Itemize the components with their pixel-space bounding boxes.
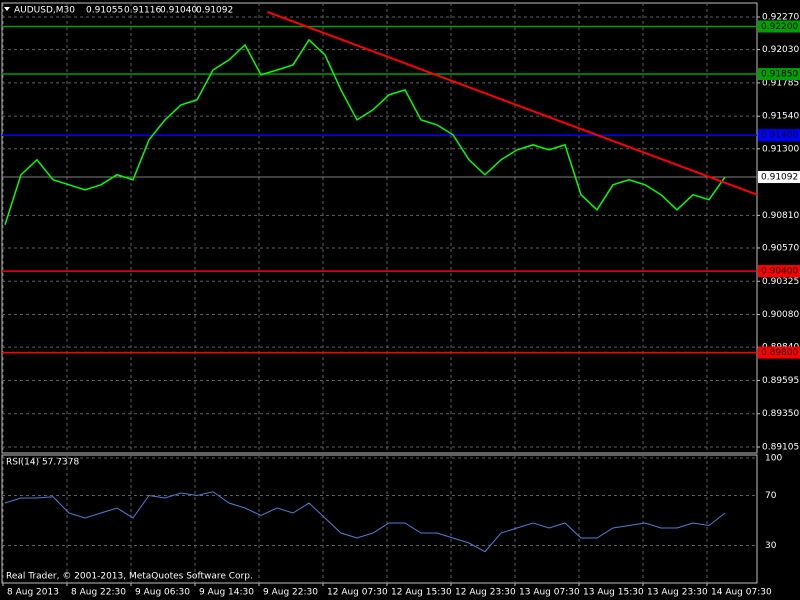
main-panel: [1, 2, 758, 454]
ohlc-close: 0.91092: [196, 6, 233, 16]
ohlc-high: 0.91116: [124, 6, 161, 16]
level-label: 0.91400: [761, 131, 798, 141]
current-price-box: [758, 171, 800, 184]
x-tick-label: 12 Aug 23:30: [455, 588, 516, 598]
x-tick-label: 9 Aug 22:30: [263, 588, 318, 598]
x-tick-label: 13 Aug 15:30: [583, 588, 644, 598]
y-tick-label: 0.90080: [762, 310, 799, 320]
level-label-box: [758, 346, 800, 359]
level-label-box: [758, 129, 800, 142]
level-label: 0.91850: [761, 70, 798, 80]
y-tick-label: 0.89595: [762, 376, 799, 386]
x-tick-label: 9 Aug 14:30: [199, 588, 254, 598]
y-tick-label: 0.89105: [762, 443, 799, 453]
symbol-title: AUDUSD,M30: [14, 6, 75, 16]
y-tick-label: 0.89350: [762, 409, 799, 419]
x-tick-label: 13 Aug 07:30: [519, 588, 580, 598]
level-label: 0.90400: [761, 267, 798, 277]
rsi-tick-label: 70: [765, 491, 777, 501]
y-tick-label: 0.90810: [762, 211, 799, 221]
y-tick-label: 0.91540: [762, 112, 799, 122]
rsi-panel: [1, 454, 758, 584]
price-line: [4, 38, 726, 225]
y-tick-label: 0.90570: [762, 243, 799, 253]
ohlc-open: 0.91055: [86, 6, 123, 16]
current-price-label: 0.91092: [761, 173, 798, 183]
level-label: 0.89800: [761, 348, 798, 358]
level-label-box: [758, 68, 800, 81]
level-label: 0.92200: [761, 22, 798, 32]
copyright: Real Trader, © 2001-2013, MetaQuotes Sof…: [6, 572, 253, 582]
rsi-tick-label: 30: [765, 541, 777, 551]
x-tick-label: 9 Aug 06:30: [135, 588, 190, 598]
x-tick-label: 8 Aug 2013: [7, 588, 59, 598]
trendline: [267, 11, 758, 196]
level-label-box: [758, 20, 800, 33]
rsi-line: [4, 491, 726, 553]
y-tick-label: 0.91300: [762, 144, 799, 154]
y-tick-label: 0.92030: [762, 45, 799, 55]
ohlc-low: 0.91040: [160, 6, 197, 16]
x-tick-label: 13 Aug 23:30: [647, 588, 708, 598]
level-label-box: [758, 265, 800, 278]
menu-arrow: [4, 7, 10, 11]
y-tick-label: 0.92270: [762, 12, 799, 22]
rsi-tick-label: 100: [765, 454, 782, 464]
x-tick-label: 12 Aug 15:30: [391, 588, 452, 598]
rsi-title: RSI(14) 57.7378: [6, 458, 79, 468]
x-tick-label: 8 Aug 22:30: [71, 588, 126, 598]
y-tick-label: 0.91785: [762, 78, 799, 88]
x-tick-label: 14 Aug 07:30: [711, 588, 772, 598]
y-tick-label: 0.90325: [762, 277, 799, 287]
x-tick-label: 12 Aug 07:30: [327, 588, 388, 598]
